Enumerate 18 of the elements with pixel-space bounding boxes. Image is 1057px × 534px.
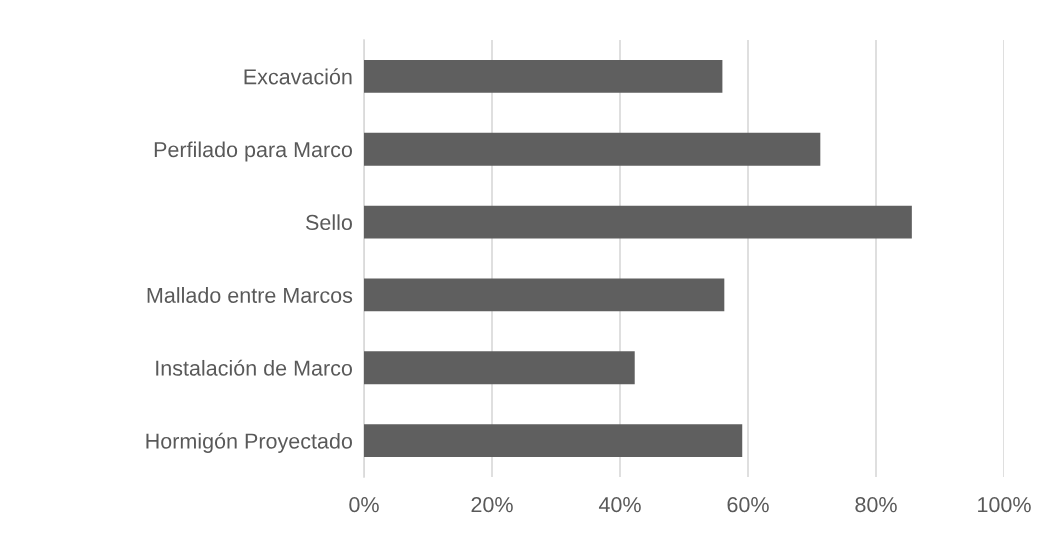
bar — [364, 132, 821, 166]
x-tick-label: 60% — [727, 497, 769, 513]
bar — [364, 278, 725, 312]
y-tick-label: Perfilado para Marco — [154, 141, 352, 162]
y-tick-label: Excavación — [244, 68, 352, 85]
bar — [364, 351, 635, 385]
x-tick-label: 80% — [855, 497, 897, 513]
x-tick-label: 0% — [349, 497, 379, 513]
x-tick-label: 20% — [471, 497, 513, 513]
y-tick-label: Hormigón Proyectado — [146, 432, 352, 453]
x-tick-label: 100% — [978, 497, 1031, 513]
y-tick-label: Sello — [306, 214, 352, 231]
bar — [364, 424, 743, 457]
bar — [364, 205, 912, 239]
y-tick-label: Instalación de Marco — [156, 359, 352, 376]
bar — [364, 60, 723, 93]
y-tick-label: Mallado entre Marcos — [147, 287, 353, 303]
x-tick-label: 40% — [598, 497, 641, 513]
